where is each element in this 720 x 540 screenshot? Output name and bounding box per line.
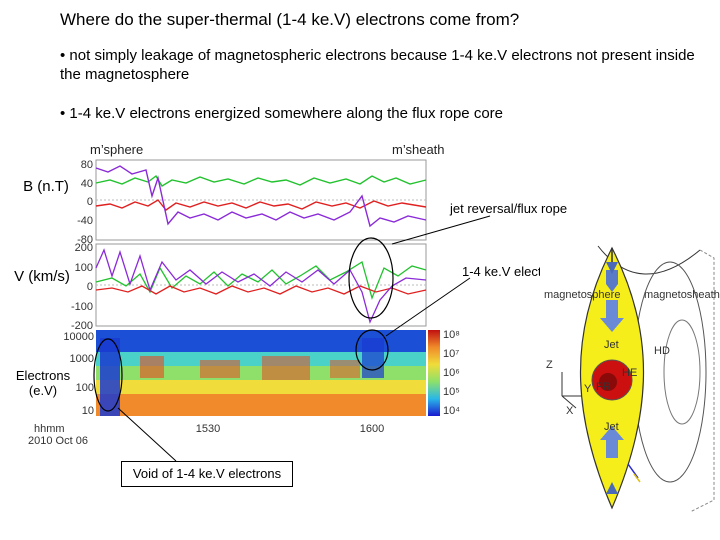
jet-reversal-pointer bbox=[391, 215, 491, 245]
electrons-panel-label: Electrons (e.V) bbox=[15, 368, 71, 398]
y-axis-label: Y bbox=[584, 383, 592, 395]
b-tick: -80 bbox=[77, 234, 93, 246]
down-arrow-icon bbox=[600, 300, 624, 332]
slide-title: Where do the super-thermal (1-4 ke.V) el… bbox=[60, 10, 520, 29]
vz-trace bbox=[95, 248, 427, 324]
by-trace bbox=[95, 199, 427, 211]
void-electrons-callout: Void of 1-4 ke.V electrons bbox=[121, 461, 293, 487]
up-arrow-icon bbox=[600, 426, 624, 458]
magnetosphere-region-label: m’sphere bbox=[90, 142, 144, 157]
time-tick: 1600 bbox=[360, 423, 384, 435]
kev-electrons-highlight bbox=[355, 329, 389, 371]
colorbar-tick: 10⁶ bbox=[443, 367, 460, 379]
b-tick: 40 bbox=[81, 178, 93, 190]
time-axis: hhmm 2010 Oct 06 1530 1600 bbox=[28, 423, 384, 447]
spectrogram-colorbar: 10⁸ 10⁷ 10⁶ 10⁵ 10⁴ bbox=[428, 329, 460, 417]
bx-trace bbox=[95, 174, 427, 187]
b-field-panel-label: B (n.T) bbox=[23, 178, 69, 195]
e-tick: 100 bbox=[76, 382, 94, 394]
vx-trace bbox=[95, 260, 427, 301]
v-tick: -200 bbox=[71, 320, 93, 332]
b-tick: 80 bbox=[81, 159, 93, 171]
velocity-panel: 200 100 0 -100 -200 bbox=[71, 242, 427, 332]
void-pointer bbox=[117, 407, 177, 462]
time-axis-date: 2010 Oct 06 bbox=[28, 435, 88, 447]
vy-trace bbox=[95, 285, 427, 295]
jet-reversal-annotation: jet reversal/flux rope bbox=[450, 201, 568, 216]
fr-label: FR bbox=[596, 381, 611, 393]
v-tick: 0 bbox=[87, 281, 93, 293]
e-tick: 1000 bbox=[70, 353, 94, 365]
v-tick: 100 bbox=[75, 262, 93, 274]
bullet-leakage: • not simply leakage of magnetospheric e… bbox=[60, 47, 695, 83]
void-highlight bbox=[93, 338, 123, 412]
magnetosheath-region-label: m’sheath bbox=[392, 142, 445, 157]
jet-top-label: Jet bbox=[604, 339, 619, 351]
he-label: HE bbox=[622, 367, 637, 379]
colorbar-tick: 10⁴ bbox=[443, 405, 460, 417]
b-tick: -40 bbox=[77, 215, 93, 227]
flux-rope-diagram: magnetosphere magnetosheath Jet Jet HE H… bbox=[540, 242, 720, 513]
e-tick: 10000 bbox=[63, 331, 94, 343]
arrow-icon bbox=[606, 270, 618, 292]
hd-label: HD bbox=[654, 345, 670, 357]
v-tick: -100 bbox=[71, 301, 93, 313]
time-tick: 1530 bbox=[196, 423, 220, 435]
jet-bottom-label: Jet bbox=[604, 421, 619, 433]
bullet-energized: • 1-4 ke.V electrons energized somewhere… bbox=[60, 105, 503, 122]
magnetosheath-label: magnetosheath bbox=[644, 289, 720, 301]
e-tick: 10 bbox=[82, 405, 94, 417]
colorbar-tick: 10⁷ bbox=[443, 348, 459, 360]
b-field-panel: 80 40 0 -40 -80 bbox=[77, 159, 427, 246]
z-axis-label: Z bbox=[546, 359, 553, 371]
x-axis-label: X bbox=[566, 405, 574, 417]
coordinate-axes: Z Y X bbox=[546, 359, 592, 417]
magnetosphere-label: magnetosphere bbox=[544, 289, 620, 301]
colorbar-tick: 10⁸ bbox=[443, 329, 460, 341]
electron-spectrogram: 10000 1000 100 10 bbox=[63, 330, 426, 417]
time-axis-unit: hhmm bbox=[34, 423, 65, 435]
kev-electrons-pointer bbox=[385, 277, 471, 337]
v-tick: 200 bbox=[75, 242, 93, 254]
colorbar-tick: 10⁵ bbox=[443, 386, 460, 398]
bz-trace bbox=[95, 165, 427, 228]
flux-rope-highlight bbox=[348, 237, 394, 319]
velocity-panel-label: V (km/s) bbox=[14, 268, 70, 285]
b-tick: 0 bbox=[87, 196, 93, 208]
